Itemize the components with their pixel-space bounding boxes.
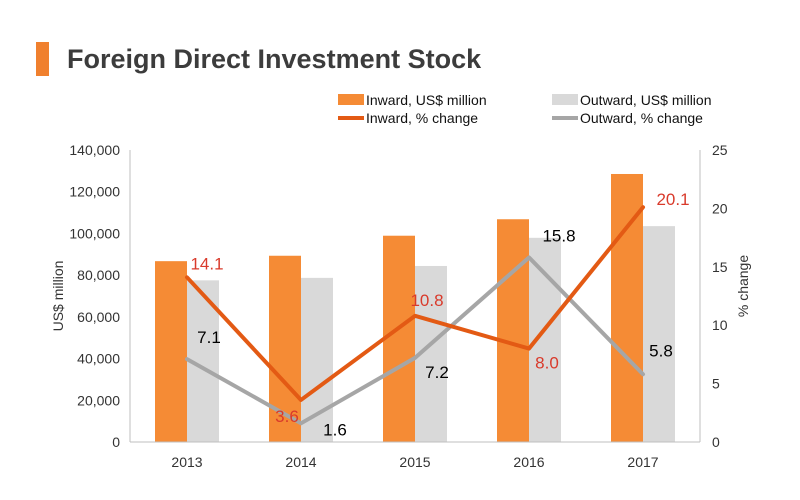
x-tick-label: 2014 xyxy=(285,454,316,470)
label-inward-change-2014: 3.6 xyxy=(275,407,299,426)
bar-outward-2017 xyxy=(643,226,675,442)
legend-swatch-1 xyxy=(552,94,578,105)
right-tick-label: 0 xyxy=(712,434,720,450)
label-outward-change-2017: 5.8 xyxy=(649,341,673,360)
left-tick-label: 100,000 xyxy=(69,225,120,241)
title-accent-bar xyxy=(36,42,49,76)
legend-label-1: Outward, US$ million xyxy=(580,92,712,108)
legend-label-2: Inward, % change xyxy=(366,110,478,126)
label-outward-change-2015: 7.2 xyxy=(425,363,449,382)
right-tick-label: 20 xyxy=(712,200,728,216)
right-axis-title: % change xyxy=(735,255,751,317)
bar-inward-2014 xyxy=(269,255,301,442)
left-tick-label: 140,000 xyxy=(69,142,120,158)
line-outward-change xyxy=(185,255,645,426)
left-axis-title: US$ million xyxy=(50,261,66,332)
x-tick-label: 2015 xyxy=(399,454,430,470)
bar-inward-2015 xyxy=(383,235,415,442)
left-tick-label: 60,000 xyxy=(77,309,120,325)
bar-outward-2014 xyxy=(301,277,333,442)
data-labels-layer: 14.1 3.6 10.8 8.0 20.1 7.1 1.6 7.2 15.8 5.8 xyxy=(190,190,689,439)
left-tick-label: 40,000 xyxy=(77,351,120,367)
bar-inward-2017 xyxy=(611,173,643,442)
right-tick-label: 10 xyxy=(712,317,728,333)
chart-title: Foreign Direct Investment Stock xyxy=(67,44,482,74)
x-tick-label: 2017 xyxy=(627,454,658,470)
label-inward-change-2016: 8.0 xyxy=(535,354,559,373)
left-tick-label: 120,000 xyxy=(69,184,120,200)
label-inward-change-2017: 20.1 xyxy=(656,190,689,209)
axes-layer: 0 20,000 40,000 60,000 80,000 100,000 120,000 1… xyxy=(50,142,751,470)
x-tick-label: 2016 xyxy=(513,454,544,470)
legend-swatch-0 xyxy=(338,94,364,105)
left-tick-label: 20,000 xyxy=(77,392,120,408)
legend-label-0: Inward, US$ million xyxy=(366,92,487,108)
bar-inward-2016 xyxy=(497,219,529,442)
label-inward-change-2015: 10.8 xyxy=(410,291,443,310)
x-tick-label: 2013 xyxy=(171,454,202,470)
left-tick-label: 0 xyxy=(112,434,120,450)
bars-layer xyxy=(155,173,675,442)
right-tick-label: 25 xyxy=(712,142,728,158)
label-outward-change-2013: 7.1 xyxy=(197,328,221,347)
label-inward-change-2013: 14.1 xyxy=(190,254,223,273)
legend: Inward, US$ million Outward, US$ million I… xyxy=(338,92,712,126)
label-outward-change-2014: 1.6 xyxy=(323,420,347,439)
right-tick-label: 5 xyxy=(712,376,720,392)
label-outward-change-2016: 15.8 xyxy=(542,226,575,245)
line-inward-change xyxy=(185,205,645,402)
lines-layer xyxy=(185,205,645,426)
right-tick-label: 15 xyxy=(712,259,728,275)
left-tick-label: 80,000 xyxy=(77,267,120,283)
bar-inward-2013 xyxy=(155,261,187,442)
legend-label-3: Outward, % change xyxy=(580,110,703,126)
